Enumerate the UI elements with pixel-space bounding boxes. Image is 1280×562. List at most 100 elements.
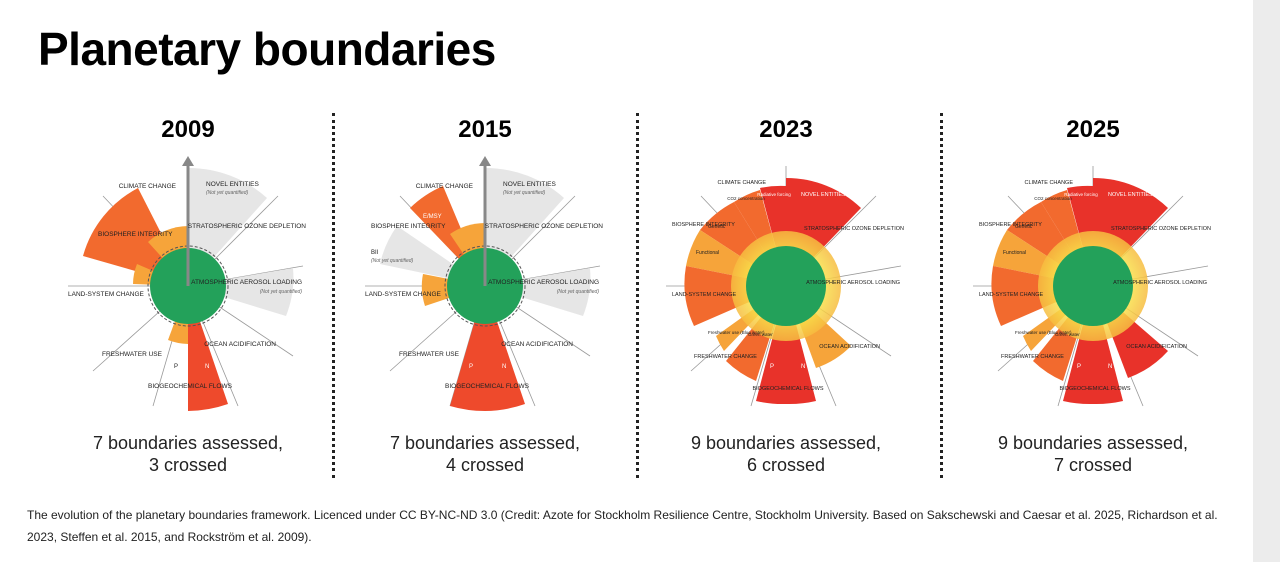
label-ocean: OCEAN ACIDIFICATION — [204, 341, 276, 348]
panel-2023: 2023 — [636, 112, 936, 482]
label-land: LAND-SYSTEM CHANGE — [672, 292, 737, 298]
divider-3 — [940, 113, 943, 478]
label-bii: BII — [371, 250, 379, 256]
label-aerosol: ATMOSPHERIC AEROSOL LOADING — [806, 280, 900, 286]
label-novel: NOVEL ENTITIES — [801, 192, 846, 198]
divider-2 — [636, 113, 639, 478]
label-freshwater: FRESHWATER USE — [399, 351, 460, 358]
summary-crossed: 6 crossed — [746, 455, 826, 475]
label-aerosol-note: (Not yet quantified) — [557, 289, 600, 295]
safe-zone-outline — [444, 245, 526, 327]
label-n: N — [502, 364, 506, 370]
panel-2015: 2015 CLIMATE CHANGE NOVEL ENTITIES (Not … — [335, 112, 635, 482]
label-ocean: OCEAN ACIDIFICATION — [501, 341, 573, 348]
label-climate: CLIMATE CHANGE — [1025, 180, 1074, 186]
label-freshwater: FRESHWATER CHANGE — [694, 354, 757, 360]
label-blue-water: Freshwater use (Blue water) — [708, 330, 765, 335]
label-climate: CLIMATE CHANGE — [718, 180, 767, 186]
boundaries-diagram-2025: CLIMATE CHANGE CO2 concentration Radiati… — [973, 166, 1211, 407]
label-n: N — [205, 364, 209, 370]
panel-year: 2025 — [1066, 116, 1120, 143]
label-biosphere: BIOSPHERE INTEGRITY — [371, 223, 446, 230]
label-freshwater: FRESHWATER CHANGE — [1001, 354, 1064, 360]
summary-assessed: 9 boundaries assessed, — [997, 433, 1189, 453]
label-ozone: STRATOSPHERIC OZONE DEPLETION — [804, 226, 904, 232]
aerosol-wedge — [188, 268, 294, 316]
panel-summary: 7 boundaries assessed, 3 crossed — [38, 432, 338, 476]
label-novel: NOVEL ENTITIES — [1108, 192, 1153, 198]
summary-assessed: 9 boundaries assessed, — [690, 433, 882, 453]
label-novel: NOVEL ENTITIES — [503, 181, 557, 188]
label-novel: NOVEL ENTITIES — [206, 181, 260, 188]
label-aerosol: ATMOSPHERIC AEROSOL LOADING — [1113, 280, 1207, 286]
label-ozone: STRATOSPHERIC OZONE DEPLETION — [1111, 226, 1211, 232]
label-biogeo: BIOGEOCHEMICAL FLOWS — [445, 383, 530, 390]
label-novel-note: (Not yet quantified) — [503, 190, 546, 196]
boundaries-diagram-2009: CLIMATE CHANGE NOVEL ENTITIES (Not yet q… — [68, 156, 307, 411]
safe-zone-outline — [147, 245, 229, 327]
label-biosphere: BIOSPHERE INTEGRITY — [672, 222, 735, 228]
summary-crossed: 4 crossed — [445, 455, 525, 475]
summary-crossed: 3 crossed — [148, 455, 228, 475]
safe-operating-space — [1053, 246, 1133, 326]
label-aerosol: ATMOSPHERIC AEROSOL LOADING — [191, 279, 302, 286]
label-freshwater: FRESHWATER USE — [102, 351, 163, 358]
label-functional: Functional — [696, 250, 719, 256]
scrollbar-track[interactable] — [1253, 0, 1280, 562]
label-p: P — [770, 364, 774, 370]
label-climate: CLIMATE CHANGE — [119, 183, 177, 190]
label-ocean: OCEAN ACIDIFICATION — [1126, 344, 1187, 350]
safe-operating-space — [746, 246, 826, 326]
label-co2: CO2 concentration — [1034, 196, 1072, 201]
panel-year: 2009 — [161, 116, 215, 143]
arrow-head — [479, 156, 491, 166]
panel-year: 2023 — [759, 116, 813, 143]
figure-caption: The evolution of the planetary boundarie… — [27, 508, 1218, 544]
label-ozone: STRATOSPHERIC OZONE DEPLETION — [188, 223, 307, 230]
arrow-head — [182, 156, 194, 166]
panel-summary: 7 boundaries assessed, 4 crossed — [335, 432, 635, 476]
label-climate: CLIMATE CHANGE — [416, 183, 474, 190]
label-biogeo: BIOGEOCHEMICAL FLOWS — [752, 386, 823, 392]
label-land: LAND-SYSTEM CHANGE — [979, 292, 1044, 298]
panel-summary: 9 boundaries assessed, 6 crossed — [636, 432, 936, 476]
summary-assessed: 7 boundaries assessed, — [389, 433, 581, 453]
summary-assessed: 7 boundaries assessed, — [92, 433, 284, 453]
panel-2025: 2025 — [943, 112, 1243, 482]
label-p: P — [174, 364, 178, 370]
label-land: LAND-SYSTEM CHANGE — [68, 291, 145, 298]
label-ocean: OCEAN ACIDIFICATION — [819, 344, 880, 350]
label-aerosol-note: (Not yet quantified) — [260, 289, 303, 295]
label-green-water: Green water — [748, 332, 773, 337]
label-novel-note: (Not yet quantified) — [206, 190, 249, 196]
page-title: Planetary boundaries — [38, 23, 496, 75]
label-radiative: Radiative forcing — [1064, 192, 1098, 197]
label-blue-water: Freshwater use (Blue water) — [1015, 330, 1072, 335]
boundaries-diagram-2015: CLIMATE CHANGE NOVEL ENTITIES (Not yet q… — [365, 156, 604, 411]
label-aerosol: ATMOSPHERIC AEROSOL LOADING — [488, 279, 599, 286]
label-ozone: STRATOSPHERIC OZONE DEPLETION — [485, 223, 604, 230]
panel-summary: 9 boundaries assessed, 7 crossed — [943, 432, 1243, 476]
label-co2: CO2 concentration — [727, 196, 765, 201]
label-green-water: Green water — [1055, 332, 1080, 337]
boundaries-diagram-2023: CLIMATE CHANGE CO2 concentration Radiati… — [666, 166, 904, 407]
label-land: LAND-SYSTEM CHANGE — [365, 291, 442, 298]
label-genetic: Genetic — [1015, 224, 1033, 230]
panel-2009: 2009 CLIMATE CHANGE NOVEL ENTITIES (Not … — [38, 112, 338, 482]
label-biogeo: BIOGEOCHEMICAL FLOWS — [1059, 386, 1130, 392]
label-n: N — [801, 364, 805, 370]
label-p: P — [469, 364, 473, 370]
summary-crossed: 7 crossed — [1053, 455, 1133, 475]
label-functional: Functional — [1003, 250, 1026, 256]
aerosol-wedge — [485, 268, 591, 316]
label-biogeo: BIOGEOCHEMICAL FLOWS — [148, 383, 233, 390]
panel-year: 2015 — [458, 116, 512, 143]
label-genetic: Genetic — [708, 224, 726, 230]
label-bii-note: (Not yet quantified) — [371, 258, 414, 264]
divider-1 — [332, 113, 335, 478]
label-n: N — [1108, 364, 1112, 370]
label-biosphere: BIOSPHERE INTEGRITY — [979, 222, 1042, 228]
label-radiative: Radiative forcing — [757, 192, 791, 197]
label-p: P — [1077, 364, 1081, 370]
label-biosphere: BIOSPHERE INTEGRITY — [98, 231, 173, 238]
